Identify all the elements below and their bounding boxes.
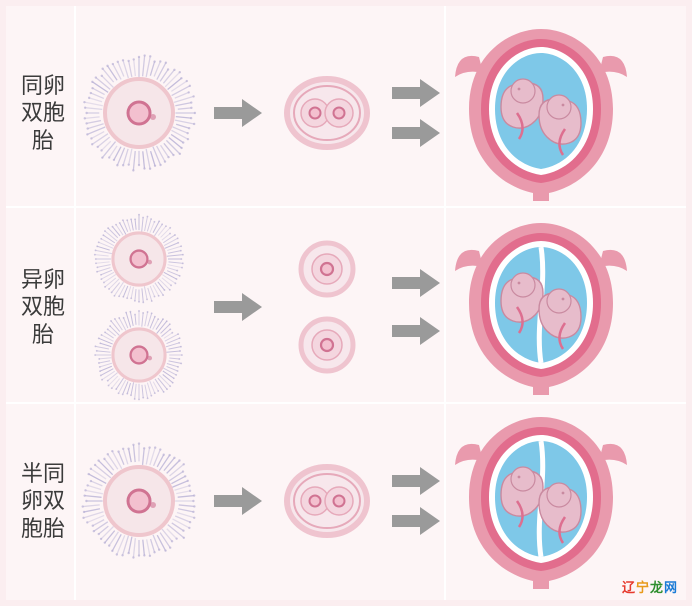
row-identical-twins: 同卵双胞胎 [6,18,686,208]
cell-fertilized-egg [70,53,208,173]
cell-womb [446,409,636,594]
watermark: 辽宁龙网 [622,577,678,596]
fertilized-egg-icon [79,441,199,561]
arrow-right-icon [212,290,264,324]
zygote-single-icon [296,238,358,300]
womb-separate-sac-icon [449,409,634,594]
arrow-stage-1 [208,290,268,324]
arrow-stage-2 [386,76,446,150]
cell-fertilized-egg [70,441,208,561]
arrow-stage-2 [386,266,446,348]
row-label-text: 异卵双胞胎 [20,266,66,349]
row-label: 半同卵双胞胎 [20,460,70,543]
arrow-stage-2 [386,464,446,538]
womb-separate-sac-icon [449,215,634,400]
divider-horizontal-2 [6,402,686,404]
diagram-frame: 同卵双胞胎 异卵双胞胎 [0,0,692,606]
row-label: 异卵双胞胎 [20,266,70,349]
arrow-right-icon [212,484,264,518]
fertilized-egg-icon [93,309,185,401]
arrow-stage-1 [208,484,268,518]
cell-womb [446,21,636,206]
arrow-right-icon [390,116,442,150]
zygote-shared-icon [277,63,377,163]
cell-zygote-separate [268,238,386,376]
cell-fertilized-eggs [70,213,208,401]
cell-womb [446,215,636,400]
arrow-right-icon [390,314,442,348]
zygote-shared-icon [277,451,377,551]
row-semi-identical-twins: 半同卵双胞胎 [6,406,686,596]
arrow-stage-1 [208,96,268,130]
arrow-right-icon [390,504,442,538]
cell-zygote [268,451,386,551]
row-label: 同卵双胞胎 [20,72,70,155]
arrow-right-icon [212,96,264,130]
fertilized-egg-icon [79,53,199,173]
zygote-single-icon [296,314,358,376]
arrow-right-icon [390,464,442,498]
womb-shared-sac-icon [449,21,634,206]
arrow-right-icon [390,266,442,300]
arrow-right-icon [390,76,442,110]
row-label-text: 同卵双胞胎 [20,72,66,155]
fertilized-egg-icon [93,213,185,305]
row-fraternal-twins: 异卵双胞胎 [6,212,686,402]
cell-zygote [268,63,386,163]
row-label-text: 半同卵双胞胎 [20,460,66,543]
